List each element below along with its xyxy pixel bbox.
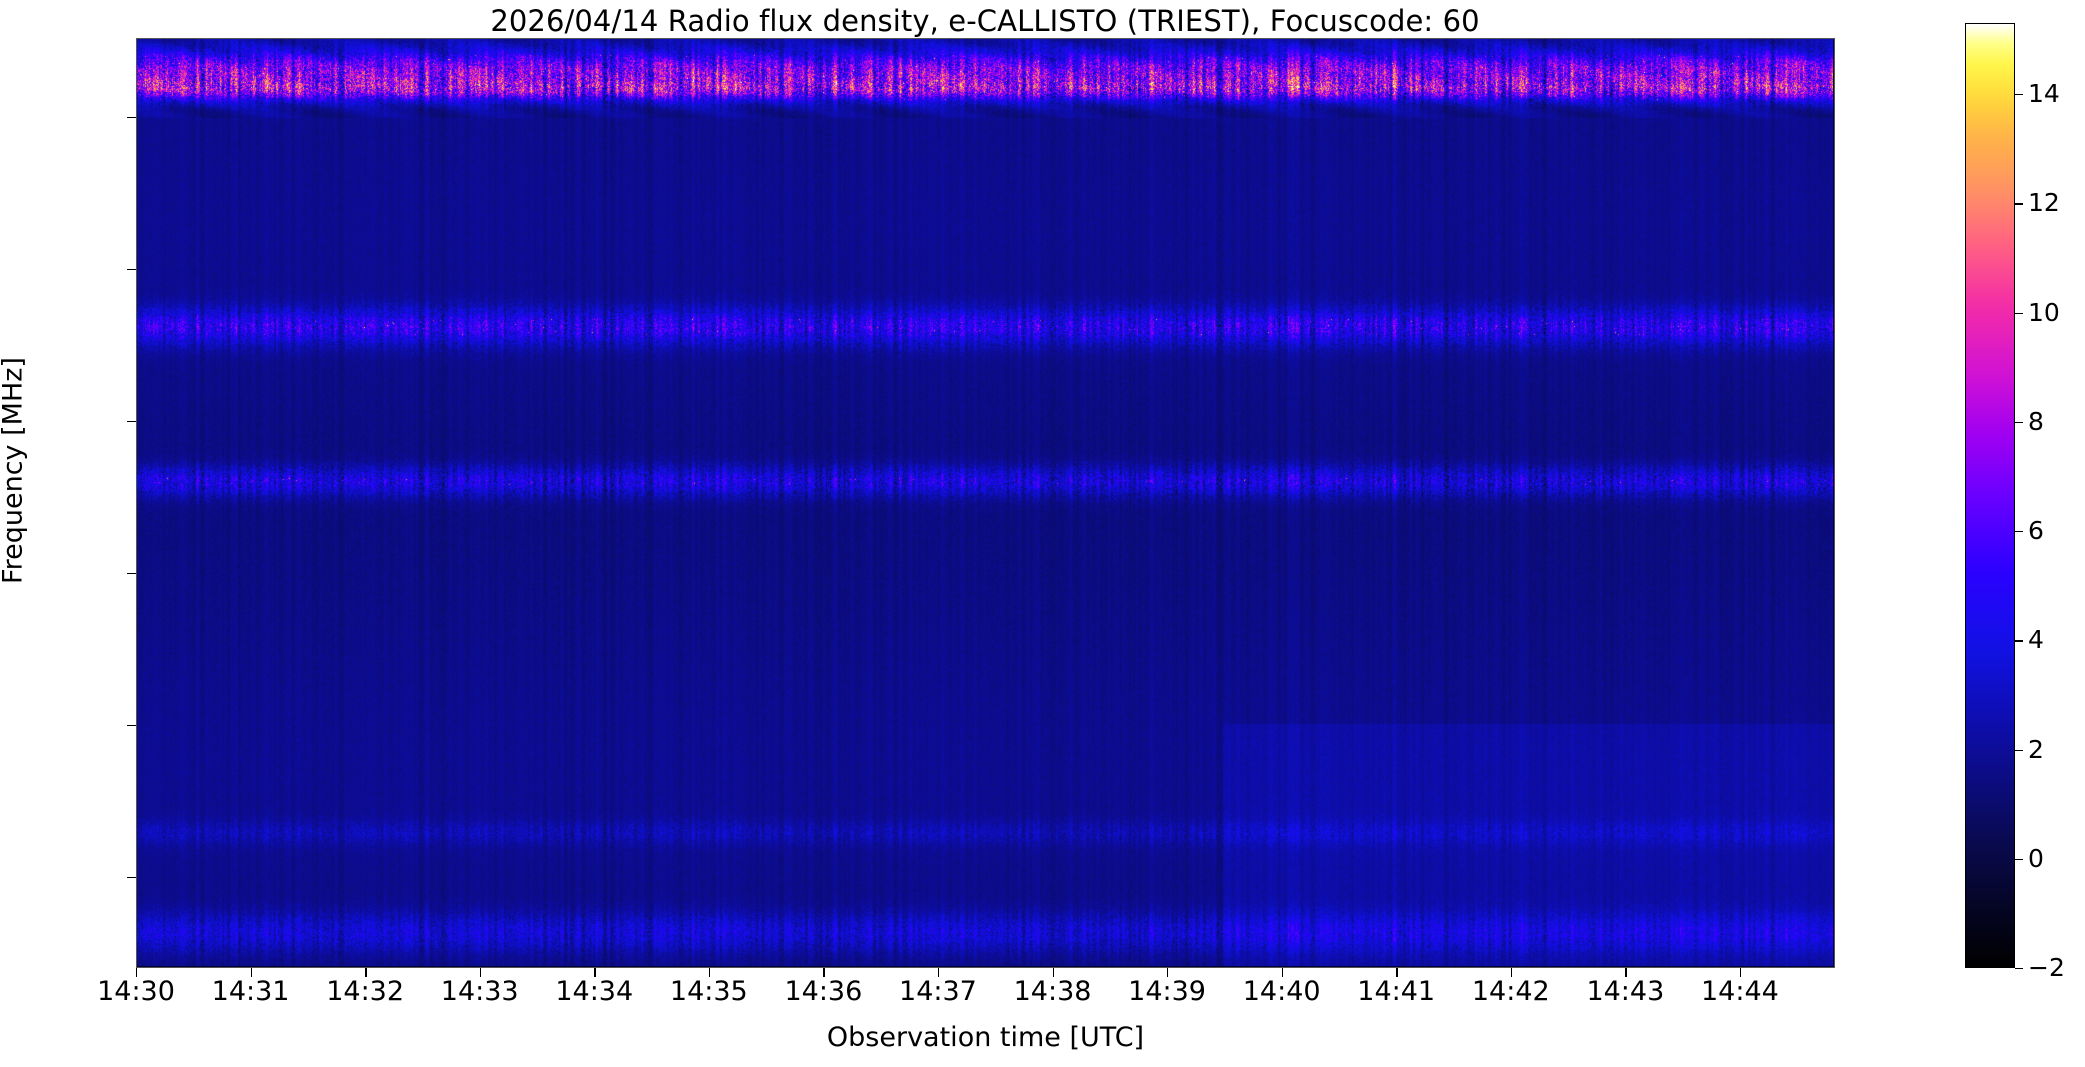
x-axis-tick-mark (937, 968, 940, 977)
spectrogram-image (137, 39, 1833, 966)
x-axis-tick-label: 14:36 (784, 976, 863, 1007)
colorbar (1965, 23, 2015, 968)
figure-title: 2026/04/14 Radio flux density, e-CALLIST… (490, 4, 1480, 38)
colorbar-tick-mark (2015, 749, 2023, 751)
colorbar-tick-label: 6 (2028, 516, 2044, 545)
x-axis-tick-label: 14:41 (1357, 976, 1436, 1007)
x-axis-tick-label: 14:30 (97, 976, 175, 1007)
x-axis-tick-label: 14:32 (326, 976, 405, 1007)
x-axis-tick-mark (1510, 968, 1513, 977)
x-axis-tick-label: 14:42 (1471, 976, 1550, 1007)
x-axis-tick-label: 14:38 (1013, 976, 1092, 1007)
colorbar-tick-label: 0 (2028, 843, 2044, 873)
x-axis-tick-mark (136, 968, 138, 977)
colorbar-tick-mark (2015, 421, 2023, 424)
y-axis-tick-mark (127, 724, 136, 727)
colorbar-tick-label: 12 (2028, 188, 2060, 218)
x-axis-tick-label: 14:34 (555, 976, 634, 1007)
x-axis-tick-label: 14:35 (669, 976, 748, 1007)
x-axis-tick-label: 14:39 (1128, 976, 1206, 1007)
x-axis-tick-mark (365, 968, 367, 977)
y-axis-tick-mark (127, 117, 136, 119)
colorbar-tick-mark (2015, 203, 2023, 205)
spectrogram-axes (136, 38, 1835, 968)
x-axis-tick-mark (1167, 968, 1169, 977)
x-axis-tick-mark (1739, 968, 1742, 977)
x-axis-tick-mark (594, 968, 596, 977)
colorbar-tick-mark (2015, 968, 2023, 970)
x-axis-tick-mark (479, 968, 482, 977)
x-axis-tick-mark (250, 968, 252, 977)
colorbar-tick-mark (2015, 531, 2023, 533)
x-axis-tick-mark (1052, 968, 1054, 977)
x-axis-tick-label: 14:37 (899, 976, 977, 1007)
x-axis-tick-label: 14:31 (211, 976, 290, 1007)
x-axis-tick-mark (1625, 968, 1627, 977)
x-axis-tick-mark (823, 968, 825, 977)
x-axis-tick-mark (1281, 968, 1284, 977)
colorbar-tick-mark (2015, 640, 2023, 642)
y-axis-tick-mark (127, 572, 136, 575)
x-axis-tick-label: 14:43 (1586, 976, 1665, 1007)
colorbar-tick-label: 14 (2028, 79, 2060, 108)
x-axis-tick-mark (1396, 968, 1398, 977)
colorbar-tick-mark (2015, 312, 2023, 314)
x-axis-tick-mark (708, 968, 711, 977)
colorbar-tick-label: 10 (2028, 297, 2060, 327)
colorbar-tick-label: −2 (2028, 953, 2065, 982)
x-axis-tick-label: 14:40 (1242, 976, 1321, 1007)
colorbar-tick-label: 4 (2028, 625, 2044, 655)
y-axis-tick-mark (127, 420, 136, 423)
y-axis-tick-mark (127, 876, 136, 879)
colorbar-tick-mark (2015, 858, 2023, 861)
colorbar-tick-label: 8 (2028, 406, 2044, 436)
colorbar-tick-mark (2015, 94, 2023, 96)
y-axis-label: Frequency [MHz] (0, 357, 29, 584)
y-axis-tick-mark (127, 268, 136, 271)
x-axis-tick-label: 14:44 (1701, 976, 1779, 1007)
colorbar-tick-label: 2 (2028, 734, 2044, 764)
x-axis-label: Observation time [UTC] (826, 1022, 1145, 1053)
colorbar-gradient (1966, 24, 2014, 967)
x-axis-tick-label: 14:33 (440, 976, 519, 1007)
